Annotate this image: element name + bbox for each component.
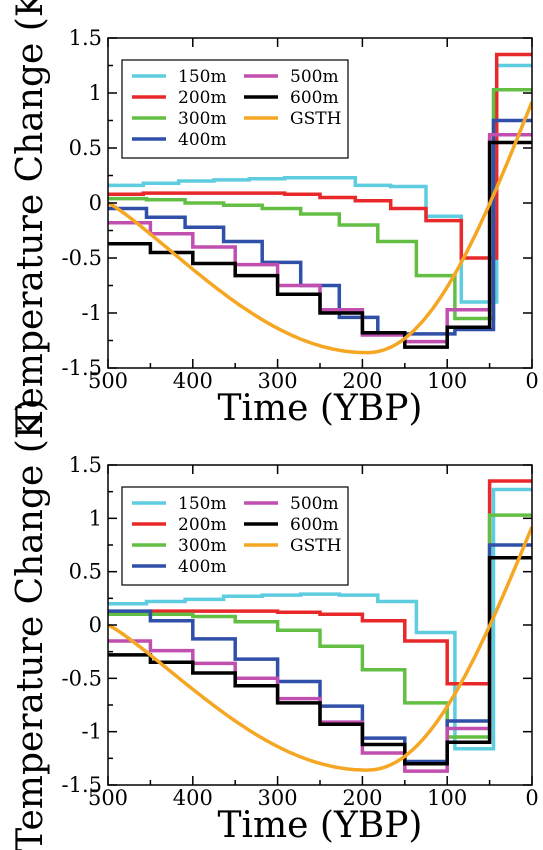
series-line-500m [108,556,532,773]
legend-label-300m: 300m [178,536,227,556]
x-tick-label: 0 [525,369,538,393]
legend-label-200m: 200m [178,88,227,108]
legend-label-400m: 400m [178,557,227,577]
y-tick-label: 0.5 [69,560,102,584]
y-tick-label: 1 [89,81,102,105]
legend-label-400m: 400m [178,130,227,150]
x-axis-title: Time (YBP) [218,805,423,846]
y-tick-label: -1.5 [62,356,103,380]
legend-label-300m: 300m [178,109,227,129]
legend-label-150m: 150m [178,494,227,514]
y-tick-label: 1.5 [69,26,102,50]
series-line-200m [108,479,532,686]
x-tick-label: 400 [173,786,213,810]
x-axis-title: Time (YBP) [218,388,423,429]
y-tick-label: 0 [89,191,102,215]
series-line-300m [108,87,532,321]
y-tick-label: 1.5 [69,453,102,477]
series-line-600m [108,556,532,766]
legend-label-600m: 600m [290,515,339,535]
y-tick-label: -1 [82,301,102,325]
series-line-200m [108,52,532,260]
y-tick-label: 1 [89,506,102,530]
x-tick-label: 500 [88,369,128,393]
plot-area [108,479,532,773]
x-tick-label: 100 [427,369,467,393]
x-tick-label: 400 [173,369,213,393]
legend-label-500m: 500m [290,67,339,87]
y-tick-label: -1 [82,720,102,744]
x-tick-label: 200 [342,369,382,393]
legend-label-600m: 600m [290,88,339,108]
legend: 150m 500m 200m 600m 300m GSTH 400m [121,486,349,586]
x-tick-label: 200 [342,786,382,810]
x-tick-label: 300 [258,786,298,810]
series-line-GSTH [108,526,532,772]
x-tick-label: 300 [258,369,298,393]
y-tick-label: -0.5 [62,246,103,270]
legend: 150m 500m 200m 600m 300m GSTH 400m [121,59,349,159]
legend-label-150m: 150m [178,67,227,87]
x-tick-label: 0 [525,786,538,810]
y-tick-label: 0 [89,613,102,637]
series-line-600m [108,140,532,349]
y-axis-title: Temperature Change (K) [10,398,51,850]
y-axis-title: Temperature Change (K) [10,0,51,430]
y-tick-label: -0.5 [62,666,103,690]
legend-label-GSTH: GSTH [290,536,341,556]
plot-area [108,52,532,355]
series-line-GSTH [108,101,532,355]
x-tick-label: 100 [427,786,467,810]
y-tick-label: -1.5 [62,773,103,797]
legend-label-GSTH: GSTH [290,109,341,129]
legend-label-200m: 200m [178,515,227,535]
x-tick-label: 500 [88,786,128,810]
legend-label-500m: 500m [290,494,339,514]
y-tick-label: 0.5 [69,136,102,160]
